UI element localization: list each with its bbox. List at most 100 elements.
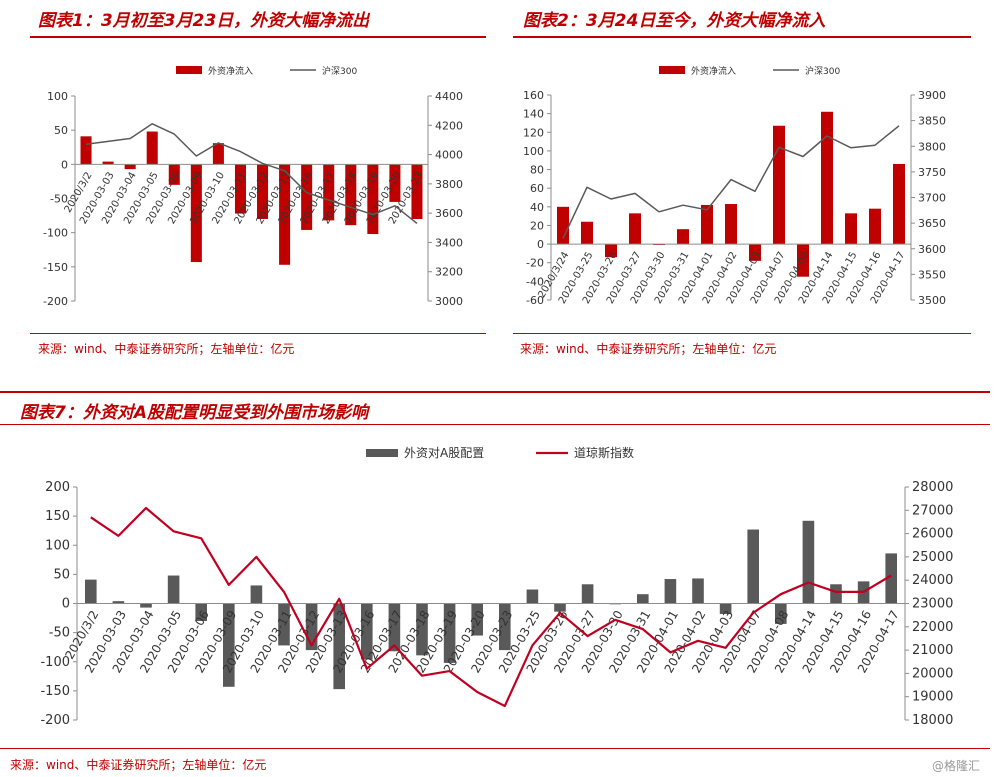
right-tick-label: 3700 <box>918 192 946 205</box>
left-tick-label: 50 <box>54 124 68 137</box>
bar <box>893 163 905 245</box>
bar <box>605 244 617 258</box>
left-tick-label: 200 <box>45 480 70 495</box>
bar <box>411 164 423 219</box>
right-tick-label: 3200 <box>435 266 463 279</box>
right-tick-label: 3600 <box>435 207 463 220</box>
bar <box>102 161 114 165</box>
right-tick-label: 3500 <box>918 294 946 307</box>
right-tick-label: 3900 <box>918 89 946 102</box>
bar <box>323 164 335 221</box>
right-tick-label: 3000 <box>435 295 463 308</box>
bar <box>190 164 202 263</box>
right-tick-label: 25000 <box>912 550 953 565</box>
bar <box>301 164 313 230</box>
legend-bar-label: 外资对A股配置 <box>404 446 484 460</box>
left-tick-label: 40 <box>530 201 544 214</box>
bar <box>333 603 345 690</box>
bar <box>345 164 357 226</box>
legend-line-label: 沪深300 <box>805 65 840 77</box>
left-tick-label: -60 <box>526 294 544 307</box>
right-tick-label: 19000 <box>912 690 953 705</box>
right-tick-label: 3550 <box>918 268 946 281</box>
chart1-source-rule <box>30 333 486 334</box>
left-tick-label: -200 <box>43 295 68 308</box>
left-tick-label: 140 <box>523 108 544 121</box>
right-tick-label: 3750 <box>918 166 946 179</box>
right-tick-label: 3850 <box>918 115 946 128</box>
bar <box>85 579 97 604</box>
right-tick-label: 27000 <box>912 503 953 518</box>
left-tick-label: 60 <box>530 182 544 195</box>
right-tick-label: 28000 <box>912 480 953 495</box>
bar <box>629 213 641 245</box>
chart3-source-rule <box>0 748 990 749</box>
bar <box>821 111 833 245</box>
legend-line-label: 道琼斯指数 <box>574 445 634 460</box>
bar <box>749 244 761 261</box>
bar <box>416 603 428 656</box>
bar <box>367 164 379 235</box>
right-tick-label: 4000 <box>435 149 463 162</box>
left-tick-label: 80 <box>530 164 544 177</box>
chart2-source: 来源：wind、中泰证券研究所；左轴单位：亿元 <box>520 342 777 356</box>
bar <box>443 603 456 663</box>
chart2: 外资净流入 沪深300 -60 -40 -20 0 20 40 60 80 100 120 140 160… <box>523 65 946 307</box>
chart2-title-rule <box>513 36 971 38</box>
chart1-source: 来源：wind、中泰证券研究所；左轴单位：亿元 <box>38 342 295 356</box>
chart2-source-rule <box>513 333 971 334</box>
bar <box>257 164 269 219</box>
bar <box>557 206 569 245</box>
chart3-top-rule <box>0 391 990 393</box>
left-tick-label: 100 <box>45 538 70 553</box>
bar <box>692 578 704 604</box>
bar <box>388 603 401 652</box>
right-tick-label: 3800 <box>918 140 946 153</box>
bar <box>212 143 224 165</box>
left-tick-label: 120 <box>523 126 544 139</box>
left-tick-label: 20 <box>530 219 544 232</box>
bar <box>234 164 246 214</box>
left-tick-label: 0 <box>537 238 544 251</box>
bar <box>701 204 713 245</box>
right-tick-label: 22000 <box>912 620 953 635</box>
legend-bar-label: 外资净流入 <box>208 65 253 77</box>
chart1-title: 图表1：3月初至3月23日，外资大幅净流出 <box>38 11 370 31</box>
right-tick-label: 3400 <box>435 236 463 249</box>
bar <box>279 164 291 265</box>
bar <box>775 603 787 624</box>
bar <box>677 229 689 245</box>
bar <box>250 585 263 604</box>
left-tick-label: 0 <box>62 597 70 612</box>
bar <box>112 601 125 604</box>
bar <box>719 603 732 614</box>
bar <box>802 520 815 604</box>
left-tick-label: -50 <box>49 626 70 641</box>
chart3-title: 图表7：外资对A股配置明显受到外围市场影响 <box>20 403 368 423</box>
bar <box>869 208 881 245</box>
bar <box>278 603 290 646</box>
chart3: 外资对A股配置 道琼斯指数 -200 -150 -100 -50 0 50 100 150 200 1… <box>40 445 953 728</box>
legend-bar-label: 外资净流入 <box>691 65 736 77</box>
bar <box>885 553 897 604</box>
bar <box>195 603 207 621</box>
right-tick-label: 23000 <box>912 597 953 612</box>
bar <box>797 244 809 277</box>
bar <box>471 603 483 636</box>
legend-bar-swatch <box>366 449 398 457</box>
right-tick-label: 24000 <box>912 573 953 588</box>
right-tick-label: 3650 <box>918 217 946 230</box>
legend-bar-swatch <box>176 66 202 74</box>
bar <box>80 136 92 165</box>
left-tick-label: -100 <box>43 227 68 240</box>
legend-line-label: 沪深300 <box>322 65 357 77</box>
chart2-title: 图表2：3月24日至今，外资大幅净流入 <box>523 11 826 31</box>
bar <box>223 603 235 687</box>
bar <box>305 603 318 651</box>
left-tick-label: -150 <box>43 261 68 274</box>
left-tick-label: 0 <box>61 158 68 171</box>
bar <box>124 164 136 170</box>
left-tick-label: 150 <box>45 509 70 524</box>
bar <box>168 164 180 185</box>
bar <box>146 131 158 165</box>
